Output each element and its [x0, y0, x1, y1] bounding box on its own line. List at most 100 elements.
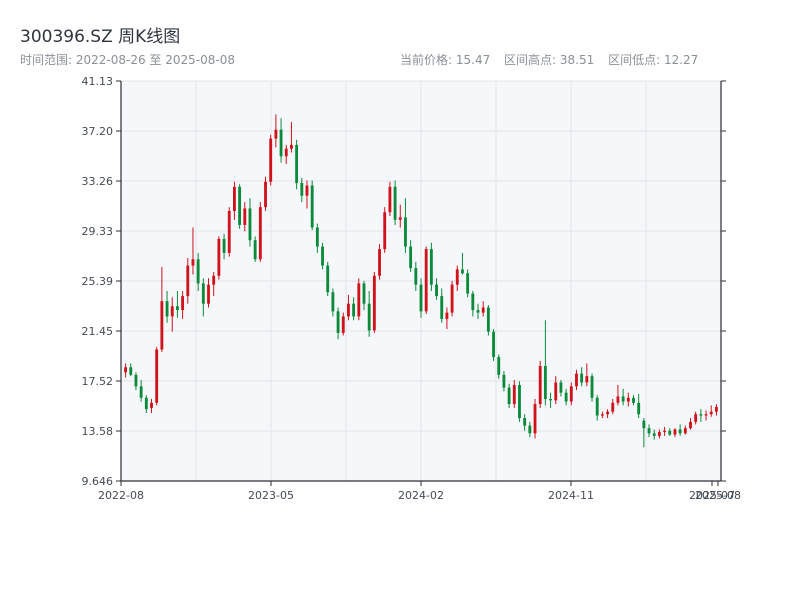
candle	[518, 381, 521, 422]
candle-body	[129, 367, 133, 375]
candle	[404, 198, 407, 253]
candle-body	[347, 303, 350, 317]
candle	[466, 269, 470, 298]
y-tick-label: 29.33	[82, 225, 114, 238]
candle	[575, 369, 578, 391]
candle-body	[186, 265, 190, 297]
candle-body	[590, 376, 594, 398]
candle-body	[440, 296, 444, 319]
candle	[616, 385, 620, 406]
candle-body	[217, 238, 221, 276]
candle-body	[300, 183, 304, 196]
candle	[549, 392, 552, 408]
candle-body	[336, 311, 340, 333]
candle-body	[124, 367, 128, 373]
candle-body	[621, 396, 625, 402]
y-axis-ticks: 9.646 13.58 17.52 21.45 25.39 29.33 33.26 37.20…	[82, 75, 726, 488]
y-tick-label: 17.52	[82, 375, 114, 388]
candle	[393, 180, 397, 225]
candle-body	[284, 148, 288, 157]
candle-body	[502, 374, 506, 388]
candle-body	[585, 376, 589, 383]
candle	[497, 354, 501, 379]
candle	[321, 242, 324, 270]
y-tick-label: 25.39	[82, 275, 114, 288]
candle	[300, 177, 304, 203]
candle-body	[367, 303, 371, 331]
candle-body	[227, 210, 231, 253]
candle-body	[668, 430, 672, 435]
candle	[326, 261, 330, 297]
candle	[476, 303, 480, 319]
candle	[600, 411, 604, 419]
y-tick-label: 13.58	[82, 425, 114, 438]
candle-body	[274, 129, 278, 139]
candle	[279, 118, 283, 163]
candle-body	[341, 316, 345, 333]
candle	[196, 252, 200, 292]
candle-body	[632, 397, 635, 403]
candle	[284, 144, 288, 164]
candle	[144, 395, 148, 413]
y-tick-label: 37.20	[82, 125, 114, 138]
x-tick-label: 2025-07	[689, 489, 735, 502]
candle-body	[258, 207, 262, 260]
candle	[626, 392, 630, 407]
candle	[621, 388, 625, 406]
candle-body	[196, 259, 200, 284]
candle	[124, 363, 128, 378]
candle	[186, 257, 190, 304]
candle-body	[663, 430, 667, 433]
candle-body	[455, 269, 459, 285]
candle-body	[372, 275, 376, 331]
candle-body	[419, 284, 423, 312]
candle-body	[409, 246, 413, 269]
candle-body	[321, 246, 324, 266]
candle	[409, 240, 413, 272]
candle-body	[616, 396, 620, 403]
candle-body	[326, 265, 330, 293]
candle	[481, 301, 485, 317]
candle-body	[233, 186, 236, 211]
candle	[657, 429, 661, 439]
candle	[559, 379, 563, 397]
candle-body	[357, 283, 361, 317]
candle	[637, 393, 641, 419]
candle-body	[248, 208, 252, 241]
candle-body	[611, 402, 615, 412]
candle	[419, 278, 423, 318]
candle	[139, 379, 143, 402]
candle-body	[476, 310, 480, 313]
candle	[388, 181, 392, 217]
candle	[222, 233, 226, 260]
x-tick-label: 2023-05	[248, 489, 294, 502]
current-price-text: 当前价格: 15.47	[400, 53, 491, 67]
candle-body	[424, 249, 428, 312]
candle-body	[461, 269, 464, 274]
candle	[580, 367, 584, 387]
candle	[461, 252, 464, 275]
candle-body	[238, 186, 242, 225]
candle	[233, 181, 236, 220]
candle	[331, 288, 335, 317]
candle	[704, 410, 708, 421]
candle	[207, 278, 210, 308]
candle	[538, 360, 542, 408]
candle	[507, 383, 511, 408]
candle	[528, 421, 532, 438]
candle	[642, 418, 646, 448]
candle-body	[134, 374, 138, 387]
candle	[440, 288, 444, 323]
candle	[305, 180, 309, 209]
candle-body	[471, 293, 475, 311]
candle-body	[689, 421, 692, 429]
candle-body	[362, 283, 366, 304]
candle	[175, 291, 179, 318]
candle	[678, 424, 682, 436]
candle	[606, 409, 609, 419]
candle	[435, 278, 438, 300]
candle-body	[450, 284, 454, 313]
x-axis-ticks: 2022-08 2023-05 2024-02 2024-11 2025-072025-…	[98, 481, 741, 502]
candle	[290, 122, 293, 153]
